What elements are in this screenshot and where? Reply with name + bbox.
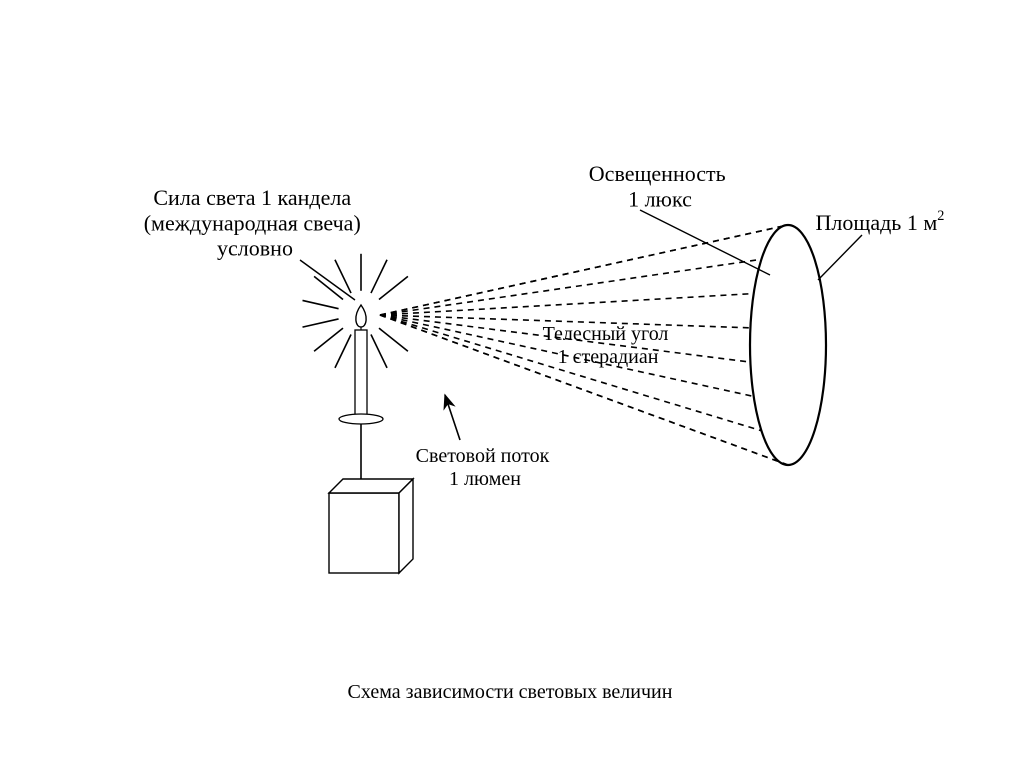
light-cone: [380, 225, 826, 465]
photometry-diagram: Сила света 1 кандела (международная свеч…: [0, 0, 1024, 767]
label-illuminance: Освещенность 1 люкс: [589, 161, 731, 211]
label-area: Площадь 1 м2: [816, 208, 945, 235]
label-luminous-intensity: Сила света 1 кандела (международная свеч…: [144, 185, 367, 261]
candle-light-source: [303, 254, 413, 573]
caption: Схема зависимости световых величин: [348, 681, 673, 703]
label-solid-angle: Телесный угол 1 стерадиан: [543, 323, 674, 368]
labels-group: Сила света 1 кандела (международная свеч…: [144, 161, 945, 703]
label-luminous-flux: Световой поток 1 люмен: [416, 445, 555, 490]
